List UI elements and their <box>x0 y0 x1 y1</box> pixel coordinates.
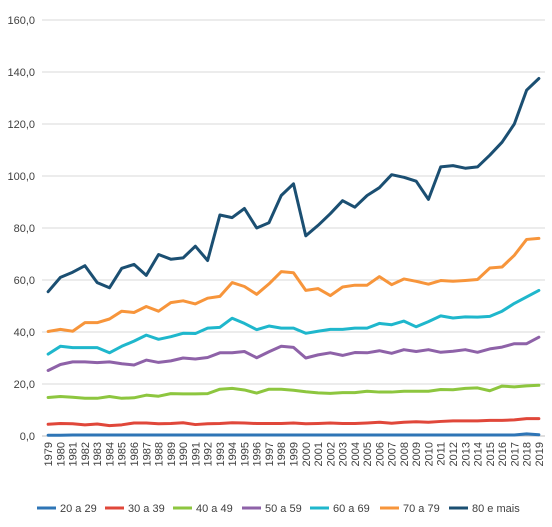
x-tick-label: 1985 <box>117 442 129 466</box>
series-line-60-a-69 <box>46 288 541 356</box>
legend-label: 30 a 39 <box>128 503 165 515</box>
y-tick-label: 140,0 <box>7 67 35 79</box>
x-tick-label: 2018 <box>522 442 534 466</box>
legend-label: 40 a 49 <box>196 503 233 515</box>
legend: 20 a 29 30 a 39 40 a 49 50 a 59 60 a 69 70 a … <box>37 503 520 515</box>
x-tick-label: 1993 <box>215 442 227 466</box>
x-tick-label: 1987 <box>141 442 153 466</box>
x-tick-label: 2001 <box>313 442 325 466</box>
x-tick-label: 2011 <box>436 442 448 466</box>
y-axis-ticks: 0,0 20,0 40,0 60,0 80,0 100,0 120,0 140,0 160,0 <box>7 15 35 443</box>
x-tick-label: 2016 <box>497 442 509 466</box>
x-tick-label: 1999 <box>289 442 301 466</box>
x-tick-label: 1990 <box>178 442 190 466</box>
x-tick-label: 1983 <box>92 442 104 466</box>
x-tick-label: 2015 <box>485 442 497 466</box>
x-tick-label: 2013 <box>460 442 472 466</box>
y-tick-label: 20,0 <box>14 379 35 391</box>
x-tick-label: 1994 <box>227 442 239 466</box>
x-tick-label: 1986 <box>129 442 141 466</box>
series-line-20-a-29 <box>46 432 541 437</box>
x-tick-label: 2006 <box>374 442 386 466</box>
x-tick-label: 1996 <box>252 442 264 466</box>
x-tick-label: 1984 <box>104 442 116 466</box>
x-tick-label: 1991 <box>190 442 202 466</box>
x-tick-label: 1982 <box>80 442 92 466</box>
x-tick-label: 2005 <box>362 442 374 466</box>
x-tick-label: 2009 <box>411 442 423 466</box>
x-tick-label: 1981 <box>68 442 80 466</box>
legend-label: 60 a 69 <box>333 503 370 515</box>
x-tick-label: 1992 <box>203 442 215 466</box>
x-tick-label: 1979 <box>43 442 55 466</box>
y-tick-label: 120,0 <box>7 119 35 131</box>
x-tick-label: 2000 <box>301 442 313 466</box>
y-tick-label: 160,0 <box>7 15 35 27</box>
x-tick-label: 1988 <box>154 442 166 466</box>
legend-label: 80 e mais <box>472 503 520 515</box>
x-tick-label: 1998 <box>276 442 288 466</box>
legend-label: 20 a 29 <box>60 503 97 515</box>
x-axis-ticks: 1979 1980 1981 1982 1983 1984 1985 1986 1987 1988… <box>43 442 546 466</box>
x-tick-label: 1995 <box>239 442 251 466</box>
x-tick-label: 1989 <box>166 442 178 466</box>
y-tick-label: 60,0 <box>14 275 35 287</box>
series-lines <box>46 77 541 437</box>
x-tick-label: 2019 <box>534 442 546 466</box>
y-tick-label: 0,0 <box>20 431 35 443</box>
x-tick-label: 1980 <box>55 442 67 466</box>
series-line-50-a-59 <box>46 335 541 372</box>
y-tick-label: 40,0 <box>14 327 35 339</box>
x-tick-label: 2017 <box>509 442 521 466</box>
y-tick-label: 80,0 <box>14 223 35 235</box>
series-line-30-a-39 <box>46 417 541 428</box>
series-line-80-e-mais <box>46 77 541 294</box>
x-tick-label: 2007 <box>387 442 399 466</box>
x-tick-label: 2012 <box>448 442 460 466</box>
x-tick-label: 2008 <box>399 442 411 466</box>
x-tick-label: 2010 <box>423 442 435 466</box>
x-tick-label: 2014 <box>473 442 485 466</box>
x-tick-label: 2002 <box>325 442 337 466</box>
y-tick-label: 100,0 <box>7 171 35 183</box>
x-tick-label: 2003 <box>338 442 350 466</box>
x-tick-label: 2004 <box>350 442 362 466</box>
legend-label: 50 a 59 <box>265 503 302 515</box>
gridlines <box>42 19 545 385</box>
series-line-70-a-79 <box>46 236 541 333</box>
legend-label: 70 a 79 <box>403 503 440 515</box>
x-tick-label: 1997 <box>264 442 276 466</box>
series-line-40-a-49 <box>46 383 541 400</box>
